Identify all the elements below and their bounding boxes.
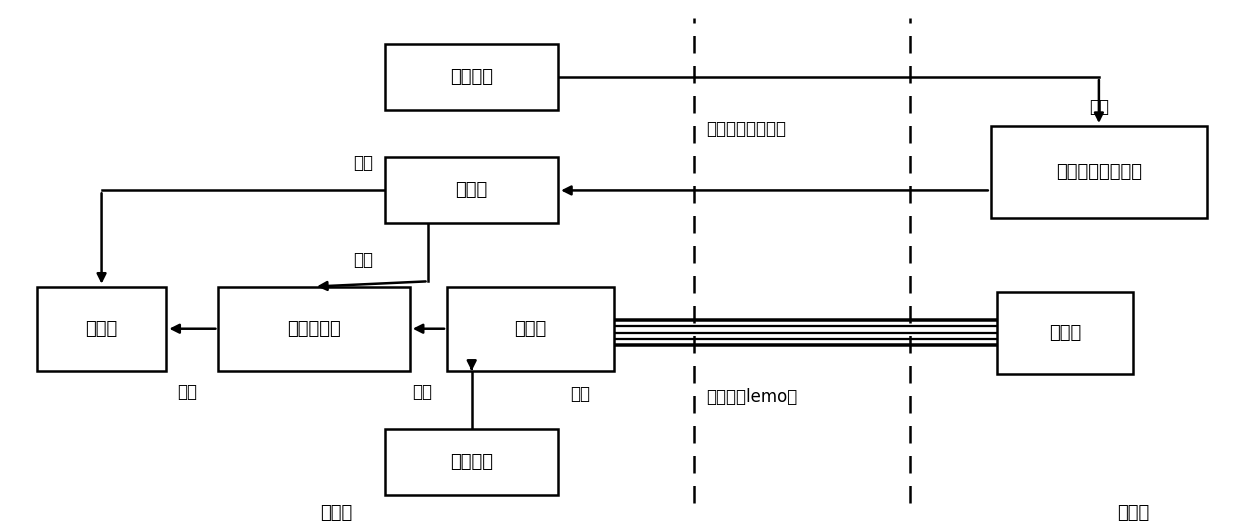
- Text: 数据采集卡: 数据采集卡: [288, 320, 341, 338]
- Text: 控制: 控制: [177, 383, 197, 401]
- Bar: [446, 287, 614, 371]
- Text: 偏压: 偏压: [1090, 98, 1110, 116]
- Bar: [386, 158, 558, 224]
- Bar: [386, 44, 558, 110]
- Text: 采集: 采集: [412, 383, 433, 401]
- Bar: [386, 429, 558, 495]
- Text: 触发: 触发: [353, 251, 373, 269]
- Text: 传输线（lemo）: 传输线（lemo）: [707, 388, 797, 406]
- Bar: [37, 287, 166, 371]
- Text: 计算机: 计算机: [86, 320, 118, 338]
- Text: 高压电源: 高压电源: [450, 68, 494, 86]
- Bar: [218, 287, 410, 371]
- Text: 控制: 控制: [353, 154, 373, 172]
- Bar: [997, 292, 1133, 373]
- Text: 偏压: 偏压: [570, 384, 590, 402]
- Text: 低压电源: 低压电源: [450, 453, 494, 471]
- Text: 辐照板: 辐照板: [1049, 324, 1081, 341]
- Bar: [991, 126, 1207, 218]
- Text: 测试间: 测试间: [320, 504, 352, 522]
- Text: 示波器: 示波器: [455, 182, 487, 200]
- Text: 测试板: 测试板: [515, 320, 547, 338]
- Text: 辐照间: 辐照间: [1117, 504, 1149, 522]
- Text: 金刚石中子探测器: 金刚石中子探测器: [1056, 163, 1142, 181]
- Text: 传输线（同轴线）: 传输线（同轴线）: [707, 119, 786, 138]
